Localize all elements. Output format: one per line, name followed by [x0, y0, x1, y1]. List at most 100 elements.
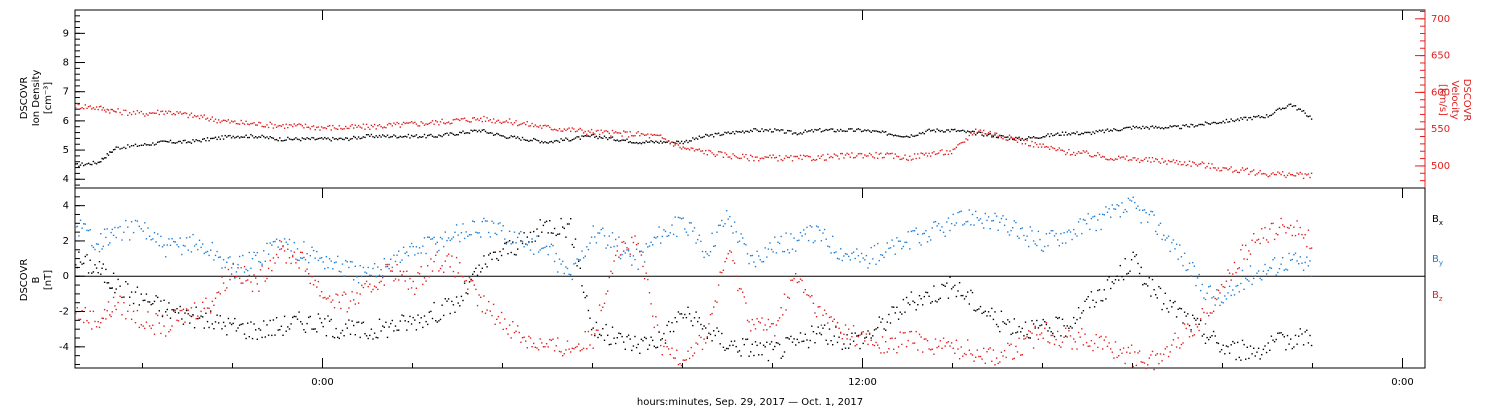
bottom-bz-point	[1126, 351, 1128, 353]
bottom-by-point	[200, 246, 202, 249]
top-panel-series	[75, 103, 1313, 180]
top-red-point	[345, 125, 347, 128]
bottom-bx-point	[520, 240, 522, 242]
bottom-bz-point	[915, 330, 917, 333]
top-black-point	[230, 137, 233, 139]
top-black-point	[240, 136, 242, 138]
bottom-by-point	[1238, 291, 1240, 293]
bottom-by-point	[934, 220, 937, 223]
bottom-by-point	[671, 224, 673, 226]
top-black-point	[203, 138, 205, 140]
top-red-point	[1230, 166, 1232, 168]
bottom-bz-point	[508, 324, 511, 326]
top-red-point	[1172, 159, 1175, 161]
top-black-point	[134, 143, 137, 145]
bottom-bx-point	[165, 311, 167, 313]
top-red-point	[893, 157, 895, 160]
bottom-by-point	[1288, 252, 1290, 255]
top-red-point	[247, 123, 249, 125]
top-black-point	[963, 130, 966, 132]
bottom-bx-point	[875, 328, 877, 330]
bottom-bz-point	[256, 283, 258, 285]
top-red-point	[103, 109, 106, 111]
top-black-point	[1147, 126, 1149, 129]
top-red-point	[510, 122, 512, 124]
bottom-by-point	[248, 251, 250, 254]
top-black-point	[138, 145, 140, 147]
bottom-bz-point	[502, 328, 504, 331]
bottom-bx-point	[1012, 332, 1014, 334]
top-black-point	[1179, 127, 1181, 130]
top-black-point	[552, 141, 554, 144]
top-black-point	[1183, 125, 1186, 127]
bottom-bz-point	[1220, 284, 1223, 286]
top-black-point	[385, 136, 387, 138]
top-red-point	[1180, 164, 1183, 166]
bottom-by-point	[285, 241, 287, 243]
top-black-point	[303, 138, 305, 140]
bottom-bz-point	[986, 351, 988, 353]
top-black-point	[123, 146, 125, 149]
top-black-point	[261, 134, 263, 137]
bottom-bz-point	[197, 315, 199, 317]
bottom-bz-point	[692, 355, 694, 357]
bottom-bz-point	[576, 345, 578, 348]
bottom-bx-point	[328, 320, 331, 322]
top-black-point	[1063, 134, 1065, 136]
bottom-bx-point	[1122, 278, 1125, 281]
bottom-by-point	[986, 219, 988, 222]
top-red-point	[1269, 175, 1271, 177]
top-black-point	[1029, 137, 1031, 139]
top-red-point	[774, 157, 776, 159]
bottom-bx-point	[1306, 329, 1308, 331]
bottom-by-point	[1085, 223, 1088, 225]
top-red-point	[1298, 173, 1300, 175]
bottom-bx-point	[901, 313, 903, 315]
bottom-bz-point	[364, 283, 366, 285]
top-black-point	[1285, 107, 1287, 109]
bottom-bz-point	[280, 248, 283, 250]
bottom-bz-point	[608, 276, 610, 279]
bottom-by-point	[1037, 230, 1040, 233]
bottom-bx-point	[724, 349, 726, 351]
top-red-point	[1145, 157, 1147, 159]
top-black-point	[1145, 126, 1147, 128]
bottom-by-point	[373, 263, 376, 265]
top-left-tick-label: 8	[63, 58, 69, 69]
bottom-bz-point	[721, 271, 723, 274]
bottom-bz-point	[730, 251, 733, 253]
top-red-point	[717, 151, 720, 153]
bottom-bz-point	[767, 318, 770, 321]
top-black-point	[136, 145, 139, 147]
bottom-bz-point	[267, 267, 270, 270]
bottom-bx-point	[264, 336, 266, 338]
bottom-bx-point	[1105, 298, 1107, 300]
bottom-by-point	[995, 215, 998, 217]
top-red-point	[565, 129, 567, 132]
top-red-point	[235, 122, 238, 125]
bottom-bz-point	[373, 285, 376, 287]
bottom-by-point	[1105, 206, 1107, 208]
top-red-point	[844, 154, 847, 156]
top-black-point	[766, 129, 768, 131]
bottom-bz-point	[1029, 331, 1031, 333]
bottom-bx-point	[706, 337, 708, 339]
top-red-point	[390, 123, 392, 125]
top-black-point	[1248, 117, 1250, 119]
bottom-by-point	[627, 250, 630, 252]
bottom-bx-point	[730, 340, 733, 343]
bottom-bx-point	[240, 323, 242, 326]
bottom-bz-point	[809, 296, 811, 298]
bottom-by-point	[394, 260, 397, 263]
bottom-bz-point	[1050, 334, 1052, 337]
bottom-by-point	[427, 236, 429, 238]
bottom-by-point	[1126, 210, 1128, 213]
bottom-by-point	[1053, 235, 1056, 237]
bottom-bx-point	[391, 319, 393, 322]
bottom-bx-point	[1093, 306, 1096, 308]
bottom-by-point	[237, 263, 239, 266]
top-black-point	[825, 128, 827, 131]
bottom-bx-point	[1296, 343, 1298, 345]
top-black-point	[759, 130, 761, 133]
bottom-bz-point	[1169, 351, 1171, 353]
